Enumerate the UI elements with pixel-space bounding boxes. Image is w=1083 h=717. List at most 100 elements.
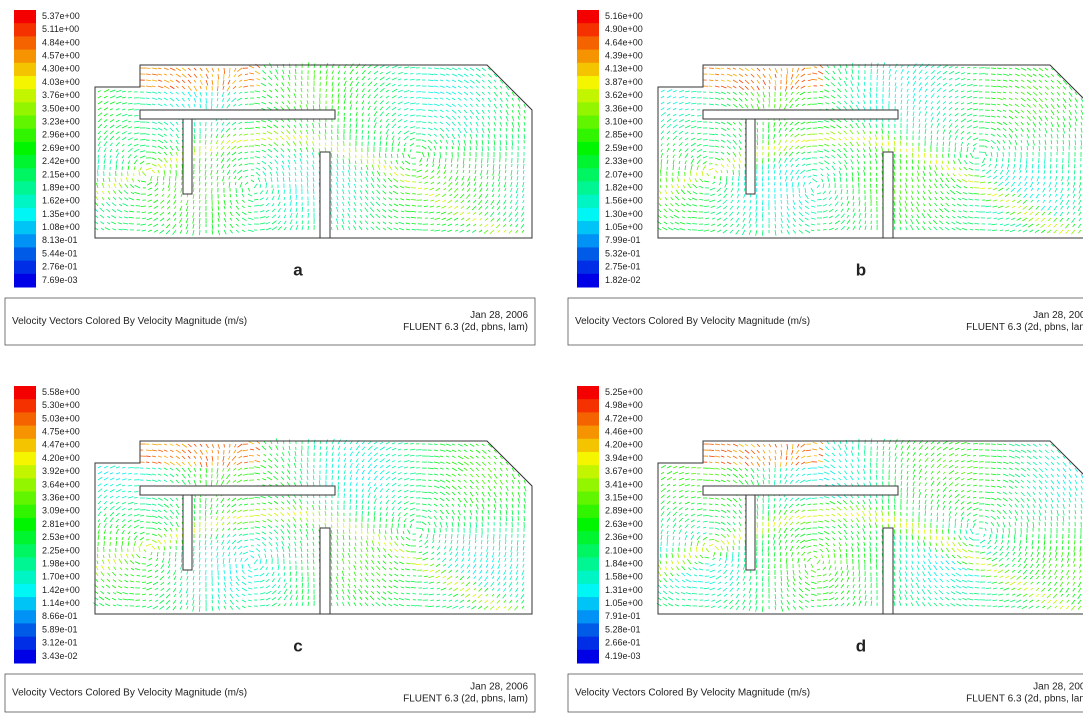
vector bbox=[482, 116, 484, 119]
vector bbox=[685, 143, 688, 146]
vector bbox=[721, 98, 724, 99]
vector bbox=[147, 606, 152, 608]
vector bbox=[929, 209, 931, 212]
vector bbox=[954, 154, 955, 158]
vector bbox=[1027, 86, 1031, 89]
vector bbox=[336, 218, 338, 224]
vector bbox=[367, 152, 368, 158]
vector bbox=[104, 89, 109, 92]
vector bbox=[961, 147, 962, 152]
colorbar-swatch bbox=[577, 63, 599, 77]
vector bbox=[394, 216, 398, 218]
vector bbox=[152, 104, 155, 105]
vector bbox=[762, 164, 763, 170]
vector bbox=[134, 541, 136, 546]
vector bbox=[143, 588, 146, 589]
vector bbox=[846, 178, 847, 182]
vector bbox=[710, 230, 715, 232]
vector bbox=[476, 74, 481, 77]
vector bbox=[1063, 122, 1065, 127]
vector bbox=[260, 198, 263, 200]
vector bbox=[724, 212, 727, 214]
vector bbox=[751, 74, 754, 77]
vector bbox=[704, 230, 709, 231]
vector bbox=[98, 501, 101, 504]
vector bbox=[228, 528, 230, 530]
vector bbox=[142, 606, 146, 607]
vector bbox=[229, 552, 230, 556]
vector bbox=[1073, 182, 1075, 188]
vector bbox=[293, 505, 296, 510]
vector bbox=[146, 480, 151, 481]
vector bbox=[865, 221, 866, 224]
colorbar-swatch bbox=[577, 195, 599, 209]
vector bbox=[510, 206, 512, 209]
vector bbox=[1063, 134, 1064, 138]
vector bbox=[443, 182, 446, 185]
vector bbox=[499, 164, 500, 169]
vector bbox=[260, 599, 264, 600]
vector bbox=[199, 552, 200, 558]
vector bbox=[482, 140, 483, 145]
vector bbox=[1003, 68, 1006, 69]
vector bbox=[844, 153, 847, 158]
vector bbox=[949, 114, 951, 116]
vector bbox=[350, 113, 351, 116]
vector bbox=[835, 195, 838, 200]
vector bbox=[142, 594, 146, 595]
vector bbox=[170, 450, 173, 452]
vector bbox=[1015, 134, 1017, 138]
vector bbox=[320, 77, 321, 80]
vector bbox=[393, 228, 398, 230]
vector bbox=[959, 174, 961, 176]
vector bbox=[164, 92, 167, 94]
vector bbox=[928, 190, 931, 194]
colorbar-label: 8.13e-01 bbox=[42, 235, 78, 245]
vector bbox=[128, 121, 131, 122]
vector bbox=[167, 588, 170, 592]
vector bbox=[923, 191, 925, 194]
vector bbox=[155, 182, 158, 187]
vector bbox=[110, 466, 115, 468]
vector bbox=[135, 569, 140, 570]
vector bbox=[288, 155, 290, 158]
vector bbox=[356, 122, 357, 128]
vector bbox=[331, 147, 332, 152]
vector bbox=[211, 146, 212, 151]
vector bbox=[158, 104, 162, 106]
vector bbox=[199, 224, 200, 229]
vector bbox=[966, 155, 967, 158]
vector bbox=[270, 162, 272, 164]
colorbar-swatch bbox=[14, 23, 36, 37]
vector bbox=[660, 185, 661, 188]
vector bbox=[168, 564, 170, 568]
vector bbox=[806, 170, 811, 171]
vector bbox=[985, 134, 988, 135]
vector bbox=[116, 125, 121, 128]
vector bbox=[366, 228, 368, 230]
vector bbox=[194, 92, 197, 97]
vector bbox=[411, 217, 416, 218]
vector bbox=[404, 180, 410, 182]
vector bbox=[147, 218, 152, 220]
vector bbox=[237, 98, 242, 101]
vector bbox=[96, 183, 98, 188]
vector bbox=[812, 73, 817, 74]
vector bbox=[350, 69, 353, 74]
vector bbox=[498, 176, 500, 181]
vector bbox=[350, 77, 352, 80]
vector bbox=[167, 570, 170, 574]
vector bbox=[809, 182, 811, 184]
vector bbox=[1038, 170, 1039, 173]
vector bbox=[342, 189, 344, 194]
vector bbox=[1018, 230, 1021, 231]
vector bbox=[955, 90, 958, 92]
vector bbox=[889, 82, 890, 86]
vector bbox=[791, 176, 793, 181]
vector bbox=[228, 546, 230, 550]
vector bbox=[385, 153, 386, 158]
colorbar-label: 2.59e+00 bbox=[605, 143, 643, 153]
vector bbox=[251, 175, 254, 176]
vector bbox=[1014, 164, 1015, 169]
colorbar-swatch bbox=[14, 261, 36, 275]
